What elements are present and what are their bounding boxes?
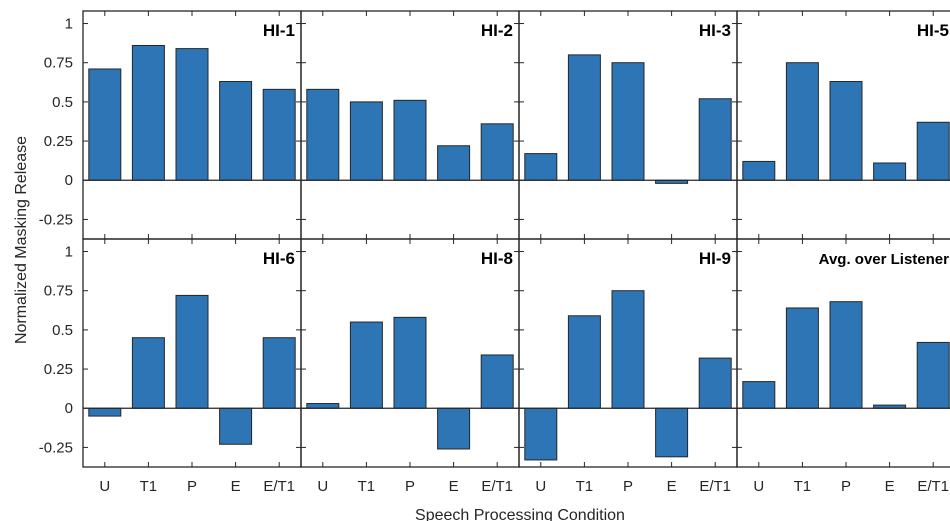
bar-5-P	[175, 294, 209, 409]
bar-7-P	[611, 290, 645, 409]
bar-4-E	[873, 162, 907, 181]
bar-8-U	[742, 381, 776, 409]
panel-title: HI-5	[917, 21, 949, 40]
bar-3-E-T1	[698, 98, 732, 181]
panel-title: HI-6	[263, 249, 295, 268]
bar-2-P	[393, 99, 427, 181]
bar-3-P	[611, 62, 645, 181]
bar-6-E-T1	[480, 354, 514, 409]
bar-8-P	[829, 301, 863, 409]
panel-1: HI-1	[82, 10, 302, 240]
y-tick-label: 1	[65, 244, 73, 261]
x-tick-label: U	[753, 478, 764, 495]
x-tick-label: E	[885, 478, 895, 495]
x-tick-label: E	[667, 478, 677, 495]
y-tick-label: 1	[65, 16, 73, 33]
bar-6-E	[437, 407, 471, 450]
panel-title: HI-2	[481, 21, 513, 40]
bar-4-U	[742, 160, 776, 181]
x-tick-labels: U T1 P E E/T1 U T1 P E E/T1 U T1 P E E/T1 U T1 P E E/T1	[99, 478, 949, 495]
y-tick-label: 0	[65, 172, 73, 189]
x-tick-label: E/T1	[917, 478, 949, 495]
x-tick-label: T1	[576, 478, 594, 495]
panel-2: HI-2	[300, 10, 520, 240]
bar-7-E	[655, 407, 689, 458]
x-tick-label: P	[405, 478, 415, 495]
panel-4: HI-5	[736, 10, 950, 240]
y-tick-label: 0.25	[44, 133, 73, 150]
x-tick-label: E	[449, 478, 459, 495]
bar-4-E-T1	[916, 121, 950, 181]
y-tick-label: 0.5	[52, 322, 73, 339]
bar-6-T1	[349, 321, 383, 409]
y-tick-label: 0.75	[44, 55, 73, 72]
panel-5: HI-6	[82, 238, 302, 468]
x-tick-label: E/T1	[481, 478, 513, 495]
x-tick-label: P	[187, 478, 197, 495]
y-tick-labels: -0.25 0 0.25 0.5 0.75 1 -0.25 0 0.25 0.5 0.75 1	[39, 16, 73, 457]
bar-8-T1	[785, 307, 819, 409]
y-axis-label: Normalized Masking Release	[13, 136, 30, 344]
bar-1-P	[175, 48, 209, 181]
y-tick-label: -0.25	[39, 211, 73, 228]
bar-4-T1	[785, 62, 819, 181]
bar-5-E-T1	[262, 337, 296, 409]
x-tick-label: E/T1	[263, 478, 295, 495]
y-tick-label: 0.5	[52, 94, 73, 111]
bar-1-E-T1	[262, 88, 296, 181]
bar-2-T1	[349, 101, 383, 181]
x-tick-label: U	[535, 478, 546, 495]
panel-title: HI-3	[699, 21, 731, 40]
bar-1-T1	[131, 44, 165, 181]
x-tick-label: P	[623, 478, 633, 495]
panel-7: HI-9	[518, 238, 738, 468]
bar-2-E-T1	[480, 123, 514, 181]
panel-title: Avg. over Listener	[819, 251, 949, 268]
bar-3-T1	[567, 54, 601, 181]
panel-3: HI-3	[518, 10, 738, 240]
x-tick-label: T1	[794, 478, 812, 495]
bar-7-U	[524, 407, 558, 461]
x-tick-label: T1	[140, 478, 158, 495]
x-tick-label: U	[99, 478, 110, 495]
panel-8: Avg. over Listener	[736, 238, 950, 468]
x-axis-label: Speech Processing Condition	[415, 507, 625, 521]
panel-title: HI-1	[263, 21, 295, 40]
bar-2-U	[306, 88, 340, 181]
bar-1-E	[219, 81, 253, 181]
y-tick-label: -0.25	[39, 439, 73, 456]
bar-6-P	[393, 316, 427, 409]
bar-1-U	[88, 68, 122, 181]
x-tick-label: E	[231, 478, 241, 495]
bar-8-E-T1	[916, 341, 950, 409]
y-tick-label: 0.25	[44, 361, 73, 378]
bar-7-T1	[567, 315, 601, 409]
x-tick-label: T1	[358, 478, 376, 495]
x-tick-label: P	[841, 478, 851, 495]
bar-5-U	[88, 407, 122, 417]
bar-6-U	[306, 403, 340, 409]
panel-title: HI-8	[481, 249, 513, 268]
panels-grid: HI-1 HI-2 HI-3 HI-5 HI-6 HI-8 HI-9 Avg. over Li…	[82, 10, 950, 468]
bar-5-T1	[131, 337, 165, 409]
y-tick-label: 0.75	[44, 283, 73, 300]
y-tick-label: 0	[65, 400, 73, 417]
bar-3-U	[524, 153, 558, 181]
bar-2-E	[437, 145, 471, 181]
bar-7-E-T1	[698, 357, 732, 409]
x-tick-label: E/T1	[699, 478, 731, 495]
panel-title: HI-9	[699, 249, 731, 268]
x-tick-label: U	[317, 478, 328, 495]
panel-6: HI-8	[300, 238, 520, 468]
bar-4-P	[829, 81, 863, 181]
bar-5-E	[219, 407, 253, 445]
